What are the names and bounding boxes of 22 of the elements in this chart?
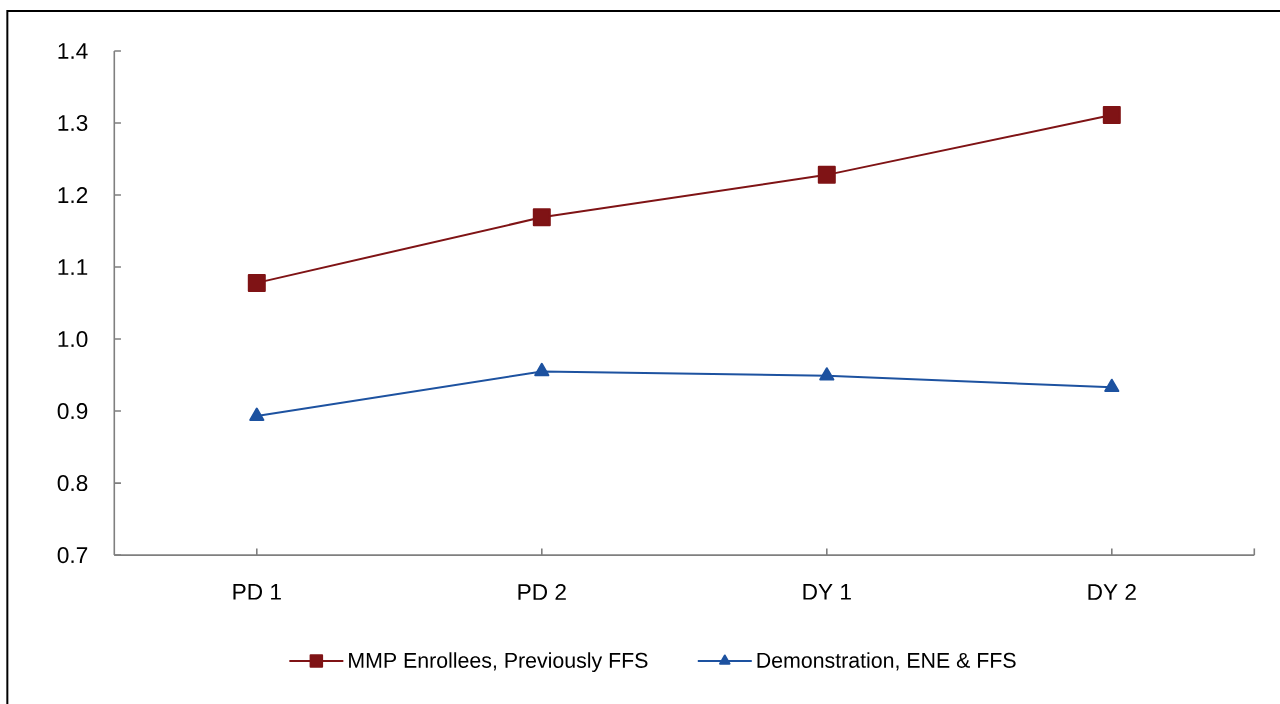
point	[819, 367, 835, 381]
x-tick-label: PD 2	[518, 584, 566, 600]
point	[1102, 106, 1121, 125]
y-tick-label: 1.3	[58, 114, 88, 132]
y-tick-label: 1.0	[58, 331, 88, 348]
point	[249, 407, 265, 421]
point	[247, 273, 266, 292]
y-tick-label: 0.7	[57, 547, 88, 564]
point	[1104, 378, 1120, 393]
x-tick-label: PD 1	[233, 584, 281, 600]
y-tick-label: 1.1	[58, 259, 88, 275]
x-tick-label: DY 2	[1088, 584, 1136, 600]
legend-label: MMP Enrollees, Previously FFS	[349, 652, 648, 673]
legend-label: Demonstration, ENE & FFS	[757, 652, 1016, 671]
x-tick-label: DY 1	[803, 584, 851, 600]
y-tick-label: 1.2	[58, 187, 88, 203]
y-tick-label: 1.4	[58, 43, 88, 59]
y-tick-label: 0.9	[57, 403, 88, 420]
y-tick-label: 0.8	[57, 475, 88, 492]
point	[817, 165, 836, 184]
point	[532, 208, 551, 227]
point	[534, 362, 550, 377]
